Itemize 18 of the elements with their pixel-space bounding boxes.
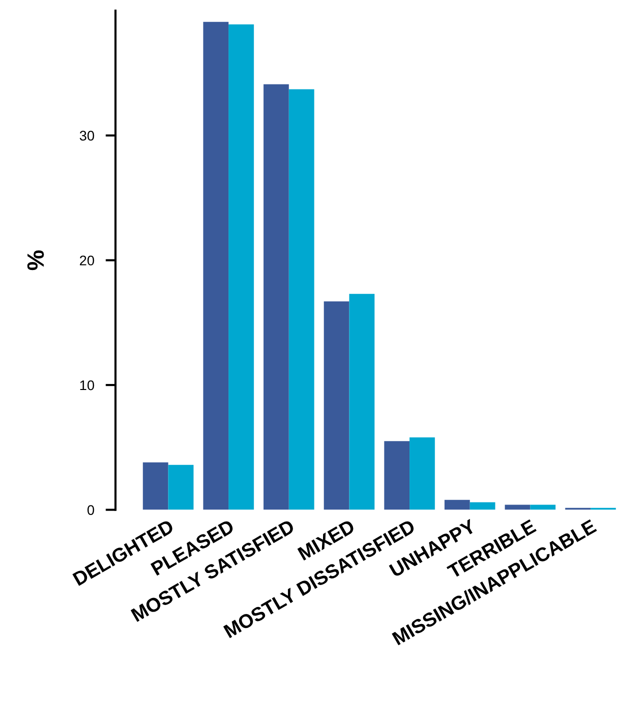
- bar: [324, 301, 350, 510]
- y-tick-label: 20: [80, 256, 94, 266]
- y-tick-label: 30: [80, 130, 94, 141]
- y-tick-label: 10: [80, 380, 94, 390]
- bar: [410, 437, 435, 510]
- y-tick-label: 0: [87, 505, 94, 515]
- bar: [444, 500, 470, 510]
- bar: [168, 464, 194, 510]
- bar: [203, 22, 229, 510]
- bar: [264, 84, 289, 510]
- bar: [228, 24, 254, 510]
- bar: [349, 294, 375, 510]
- bar: [288, 89, 314, 510]
- y-axis-title: %: [27, 250, 44, 270]
- bar: [530, 504, 556, 510]
- bar: [142, 462, 168, 510]
- bar: [384, 441, 410, 510]
- bar: [470, 502, 496, 510]
